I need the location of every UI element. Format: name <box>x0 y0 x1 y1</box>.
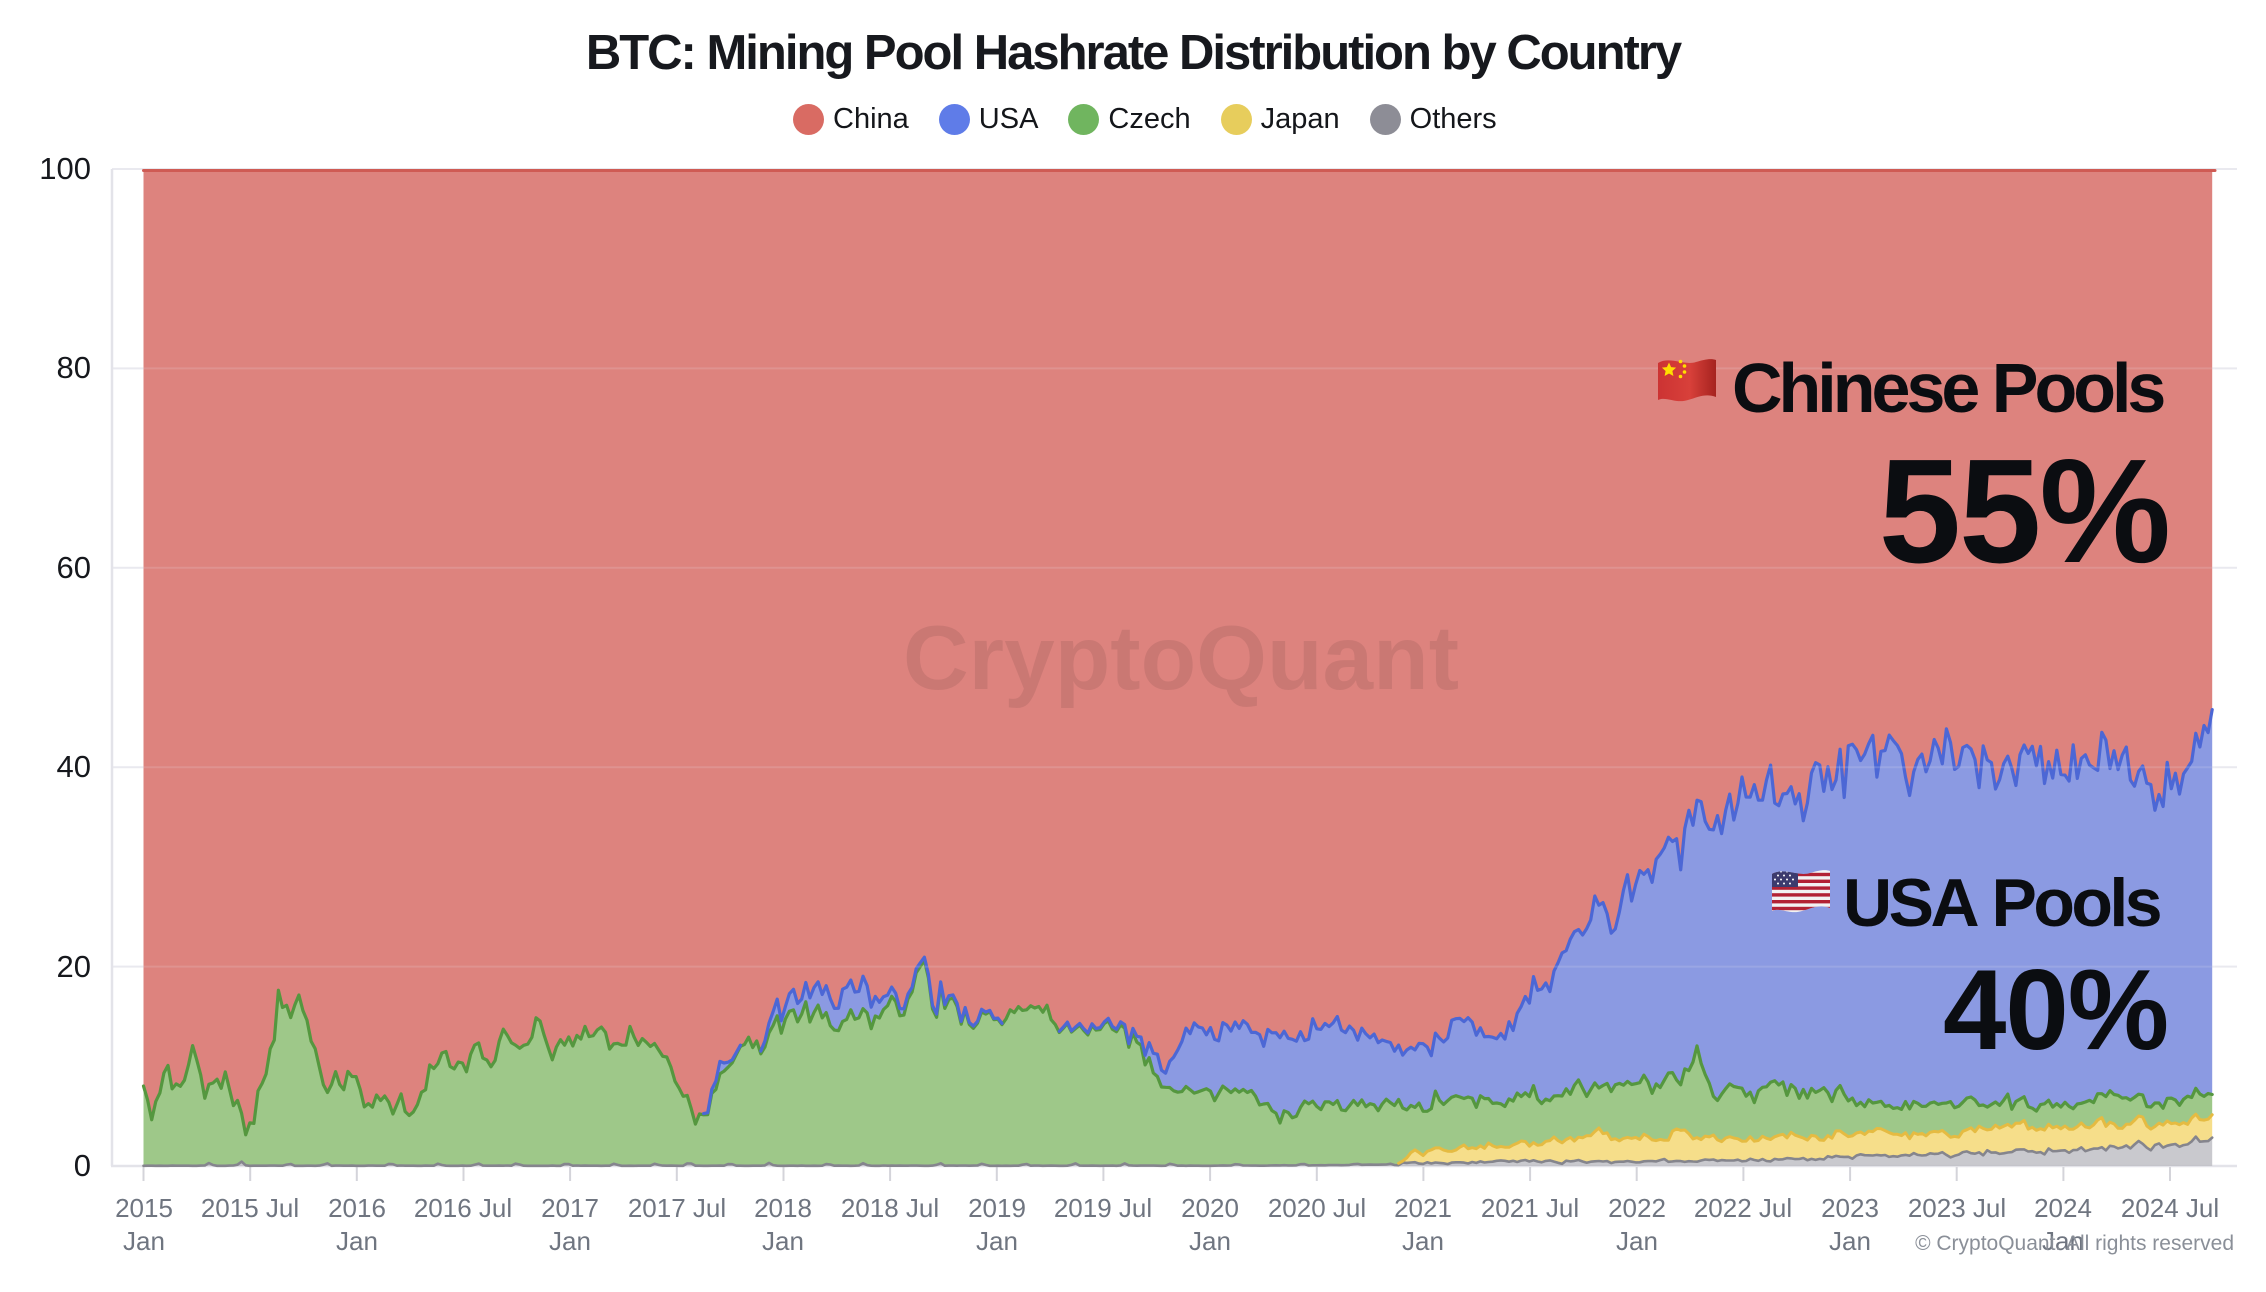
svg-text:CryptoQuant: CryptoQuant <box>903 608 1459 709</box>
